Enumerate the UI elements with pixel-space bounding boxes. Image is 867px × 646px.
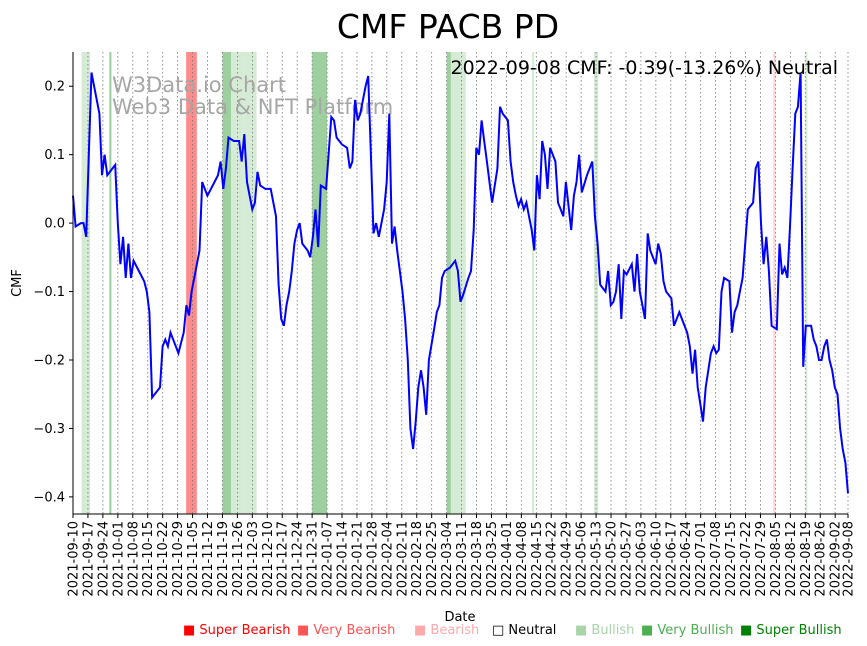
y-tick-label-0: 0.2 [44,80,65,95]
y-tick-label-4: −0.2 [33,354,65,369]
x-tick-label-38: 2022-06-03 [634,521,649,597]
legend-item-4: ■ Bullish [575,623,634,638]
x-tick-label-42: 2022-07-01 [694,521,709,597]
x-tick-label-0: 2021-09-10 [67,521,82,597]
legend: ■ Super Bearish ■ Very Bearish ■ Bearish □ … [183,623,842,638]
x-tick-label-14: 2021-12-17 [276,521,291,597]
x-tick-label-33: 2022-04-29 [560,521,575,597]
x-tick-label-8: 2021-11-05 [186,521,201,597]
y-tick-label-6: −0.4 [33,490,65,505]
x-tick-label-34: 2022-05-06 [575,521,590,597]
axes [72,52,848,515]
chart-title: CMF PACB PD [337,7,559,46]
x-tick-label-25: 2022-03-04 [440,521,455,597]
plot-area: W3Data.io Chart Web3 Data & NFT Platform… [72,52,849,514]
x-tick-label-11: 2021-11-26 [231,521,246,597]
cmf-series-line [72,72,849,494]
legend-item-0: ■ Super Bearish [183,623,291,638]
regime-band-13 [805,52,808,514]
x-tick-label-31: 2022-04-15 [530,521,545,597]
regime-band-1 [109,52,112,514]
x-tick-label-10: 2021-11-19 [216,521,231,597]
x-tick-label-50: 2022-08-26 [814,521,829,597]
x-tick-label-9: 2021-11-12 [201,521,216,597]
legend-item-2: ■ Bearish [414,623,479,638]
x-tick-label-6: 2021-10-22 [156,521,171,597]
x-tick-label-36: 2022-05-20 [605,521,620,597]
watermark-line-2: Web3 Data & NFT Platform [112,95,393,119]
regime-band-12 [773,52,776,514]
x-tick-label-39: 2022-06-10 [649,521,664,597]
x-tick-label-2: 2021-09-24 [96,521,111,597]
x-tick-label-37: 2022-05-27 [619,521,634,597]
legend-item-6: ■ Super Bullish [740,623,842,638]
x-ticks: 2021-09-10 2021-09-17 2021-09-24 2021-10-01… [67,514,857,597]
x-tick-label-28: 2022-03-25 [485,521,500,597]
x-tick-label-13: 2021-12-10 [261,521,276,597]
x-tick-label-23: 2022-02-18 [410,521,425,597]
x-tick-label-41: 2022-06-24 [679,521,694,597]
legend-item-5: ■ Very Bullish [641,623,733,638]
x-tick-label-18: 2022-01-14 [336,521,351,597]
x-tick-label-16: 2021-12-31 [306,521,321,597]
x-tick-label-46: 2022-07-29 [754,521,769,597]
x-tick-label-48: 2022-08-12 [784,521,799,597]
x-tick-label-21: 2022-02-04 [380,521,395,597]
x-tick-label-1: 2021-09-17 [81,521,96,597]
regime-band-3 [222,52,231,514]
x-tick-label-44: 2022-07-15 [724,521,739,597]
x-tick-label-26: 2022-03-11 [455,521,470,597]
y-axis-label: CMF [10,269,25,297]
regime-band-6 [312,52,328,514]
x-tick-label-27: 2022-03-18 [470,521,485,597]
x-tick-label-30: 2022-04-08 [515,521,530,597]
x-tick-label-29: 2022-04-01 [500,521,515,597]
x-tick-label-20: 2022-01-28 [365,521,380,597]
x-tick-label-32: 2022-04-22 [545,521,560,597]
x-axis-label: Date [444,610,475,625]
y-tick-label-2: 0.0 [44,217,65,232]
x-tick-label-19: 2022-01-21 [350,521,365,597]
y-tick-label-1: 0.1 [44,148,65,163]
x-tick-label-15: 2021-12-24 [291,521,306,597]
x-tick-label-22: 2022-02-11 [395,521,410,597]
regime-band-7 [446,52,451,514]
x-tick-label-49: 2022-08-19 [799,521,814,597]
x-tick-label-52: 2022-09-08 [842,521,857,597]
regime-band-5 [243,52,257,514]
x-tick-label-12: 2021-12-03 [246,521,261,597]
regime-band-8 [450,52,460,514]
x-tick-label-24: 2022-02-25 [425,521,440,597]
x-tick-label-35: 2022-05-13 [590,521,605,597]
regime-band-11 [593,52,599,514]
x-tick-label-45: 2022-07-22 [739,521,754,597]
vertical-grid [72,52,849,514]
regime-bands [81,52,808,514]
latest-value-annotation: 2022-09-08 CMF: -0.39(-13.26%) Neutral [451,57,838,79]
x-tick-label-3: 2021-10-01 [111,521,126,597]
regime-band-9 [459,52,466,514]
regime-band-4 [230,52,244,514]
regime-band-0 [81,52,91,514]
x-tick-label-47: 2022-08-05 [769,521,784,597]
y-ticks: 0.2 0.1 0.0 −0.1 −0.2 −0.3 −0.4 [33,80,73,505]
legend-item-3: □ Neutral [492,623,556,638]
x-tick-label-51: 2022-09-02 [829,521,844,597]
x-tick-label-7: 2021-10-29 [171,521,186,597]
watermark-line-1: W3Data.io Chart [112,73,286,97]
x-tick-label-5: 2021-10-15 [141,521,156,597]
x-tick-label-17: 2022-01-07 [321,521,336,597]
legend-item-1: ■ Very Bearish [297,623,395,638]
regime-band-10 [532,52,535,514]
y-tick-label-5: −0.3 [33,422,65,437]
y-tick-label-3: −0.1 [33,285,65,300]
x-tick-label-4: 2021-10-08 [126,521,141,597]
regime-band-2 [186,52,197,514]
x-tick-label-43: 2022-07-08 [709,521,724,597]
x-tick-label-40: 2022-06-17 [664,521,679,597]
